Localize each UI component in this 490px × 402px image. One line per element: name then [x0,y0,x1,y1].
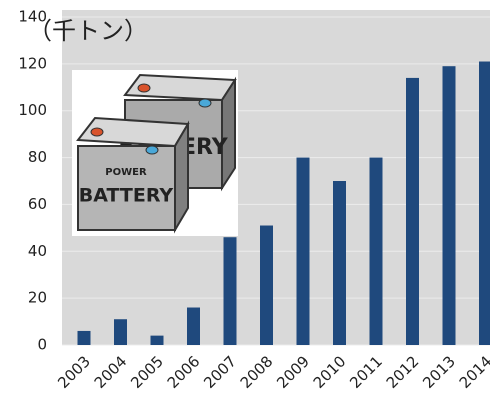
bar [223,237,237,345]
image-label: BATTERY [79,185,174,207]
y-tick-label: 140 [18,8,47,26]
x-tick-label: 2010 [310,352,350,392]
x-tick-label: 2011 [346,352,386,392]
bar [260,225,273,345]
bar [77,330,91,345]
image-label: POWER [105,167,147,178]
x-tick-label: 2008 [237,352,277,392]
battery-illustration: BATTERY POWER BATTERY [72,70,238,236]
bar [114,319,127,345]
bar [333,181,346,345]
x-tick-label: 2003 [54,352,94,392]
y-tick-label: 80 [28,148,47,166]
x-tick-label: 2004 [91,352,131,392]
y-tick-label: 120 [18,54,47,72]
y-tick-label: 40 [28,242,47,260]
x-tick-label: 2005 [127,352,167,392]
bar [369,157,383,345]
x-tick-label: 2006 [164,352,204,392]
bar [296,157,310,345]
bar [442,66,456,345]
x-tick-label: 2012 [383,352,423,392]
battery-front: POWER BATTERY [76,116,190,234]
x-tick-label: 2009 [273,352,313,392]
y-tick-label: 60 [28,195,47,213]
bar [479,61,490,346]
y-tick-label: 100 [18,101,47,119]
bar [187,307,200,345]
bar [150,335,164,345]
x-tick-label: 2014 [456,352,490,392]
y-tick-label: 0 [37,336,47,354]
bars [77,61,490,346]
bar [406,77,419,346]
x-tick-label: 2013 [419,352,459,392]
unit-label: （千トン） [28,17,148,45]
y-tick-label: 20 [28,289,47,307]
x-tick-label: 2007 [200,352,240,392]
